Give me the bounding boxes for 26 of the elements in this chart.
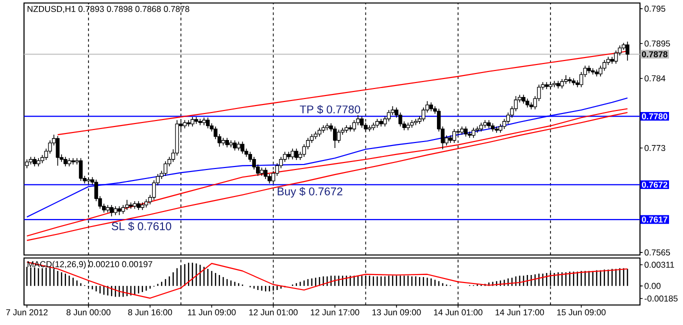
y-tick-label: 0.00 bbox=[644, 282, 661, 289]
x-tick-label: 14 Jun 17:00 bbox=[496, 309, 544, 316]
y-tick-label: -0.00185 bbox=[644, 295, 678, 302]
x-tick-label: 13 Jun 09:00 bbox=[372, 309, 421, 316]
y-tick-label: 0.7895 bbox=[644, 40, 670, 47]
x-tick-label: 15 Jun 09:00 bbox=[557, 309, 606, 316]
ref-line-label: 0.7878 bbox=[642, 51, 668, 58]
x-tick-label: 12 Jun 17:00 bbox=[310, 309, 360, 316]
x-tick-label: 8 Jun 16:00 bbox=[128, 309, 172, 316]
annotation: SL $ 0.7610 bbox=[112, 222, 172, 231]
chart-title: NZDUSD,H1 0.7893 0.7898 0.7868 0.7878 bbox=[28, 6, 190, 13]
y-tick-label: 0.7565 bbox=[644, 249, 670, 256]
y-tick-label: 0.00311 bbox=[644, 262, 674, 268]
ref-line-label: 0.7780 bbox=[642, 113, 668, 120]
ref-line-label: 0.7617 bbox=[642, 216, 668, 223]
ref-line-label: 0.7672 bbox=[642, 182, 668, 188]
x-tick-label: 8 Jun 00:00 bbox=[66, 309, 110, 316]
annotation: TP $ 0.7780 bbox=[300, 104, 360, 114]
annotation: Buy $ 0.7672 bbox=[278, 186, 342, 198]
x-tick-label: 11 Jun 09:00 bbox=[188, 309, 236, 316]
x-tick-label: 7 Jun 2012 bbox=[6, 309, 48, 316]
y-tick-label: 0.773 bbox=[644, 144, 666, 152]
y-tick-label: 0.795 bbox=[644, 6, 666, 12]
y-tick-label: 0.784 bbox=[644, 75, 666, 82]
x-tick-label: 12 Jun 01:00 bbox=[249, 309, 298, 316]
x-tick-label: 14 Jun 01:00 bbox=[434, 309, 482, 316]
